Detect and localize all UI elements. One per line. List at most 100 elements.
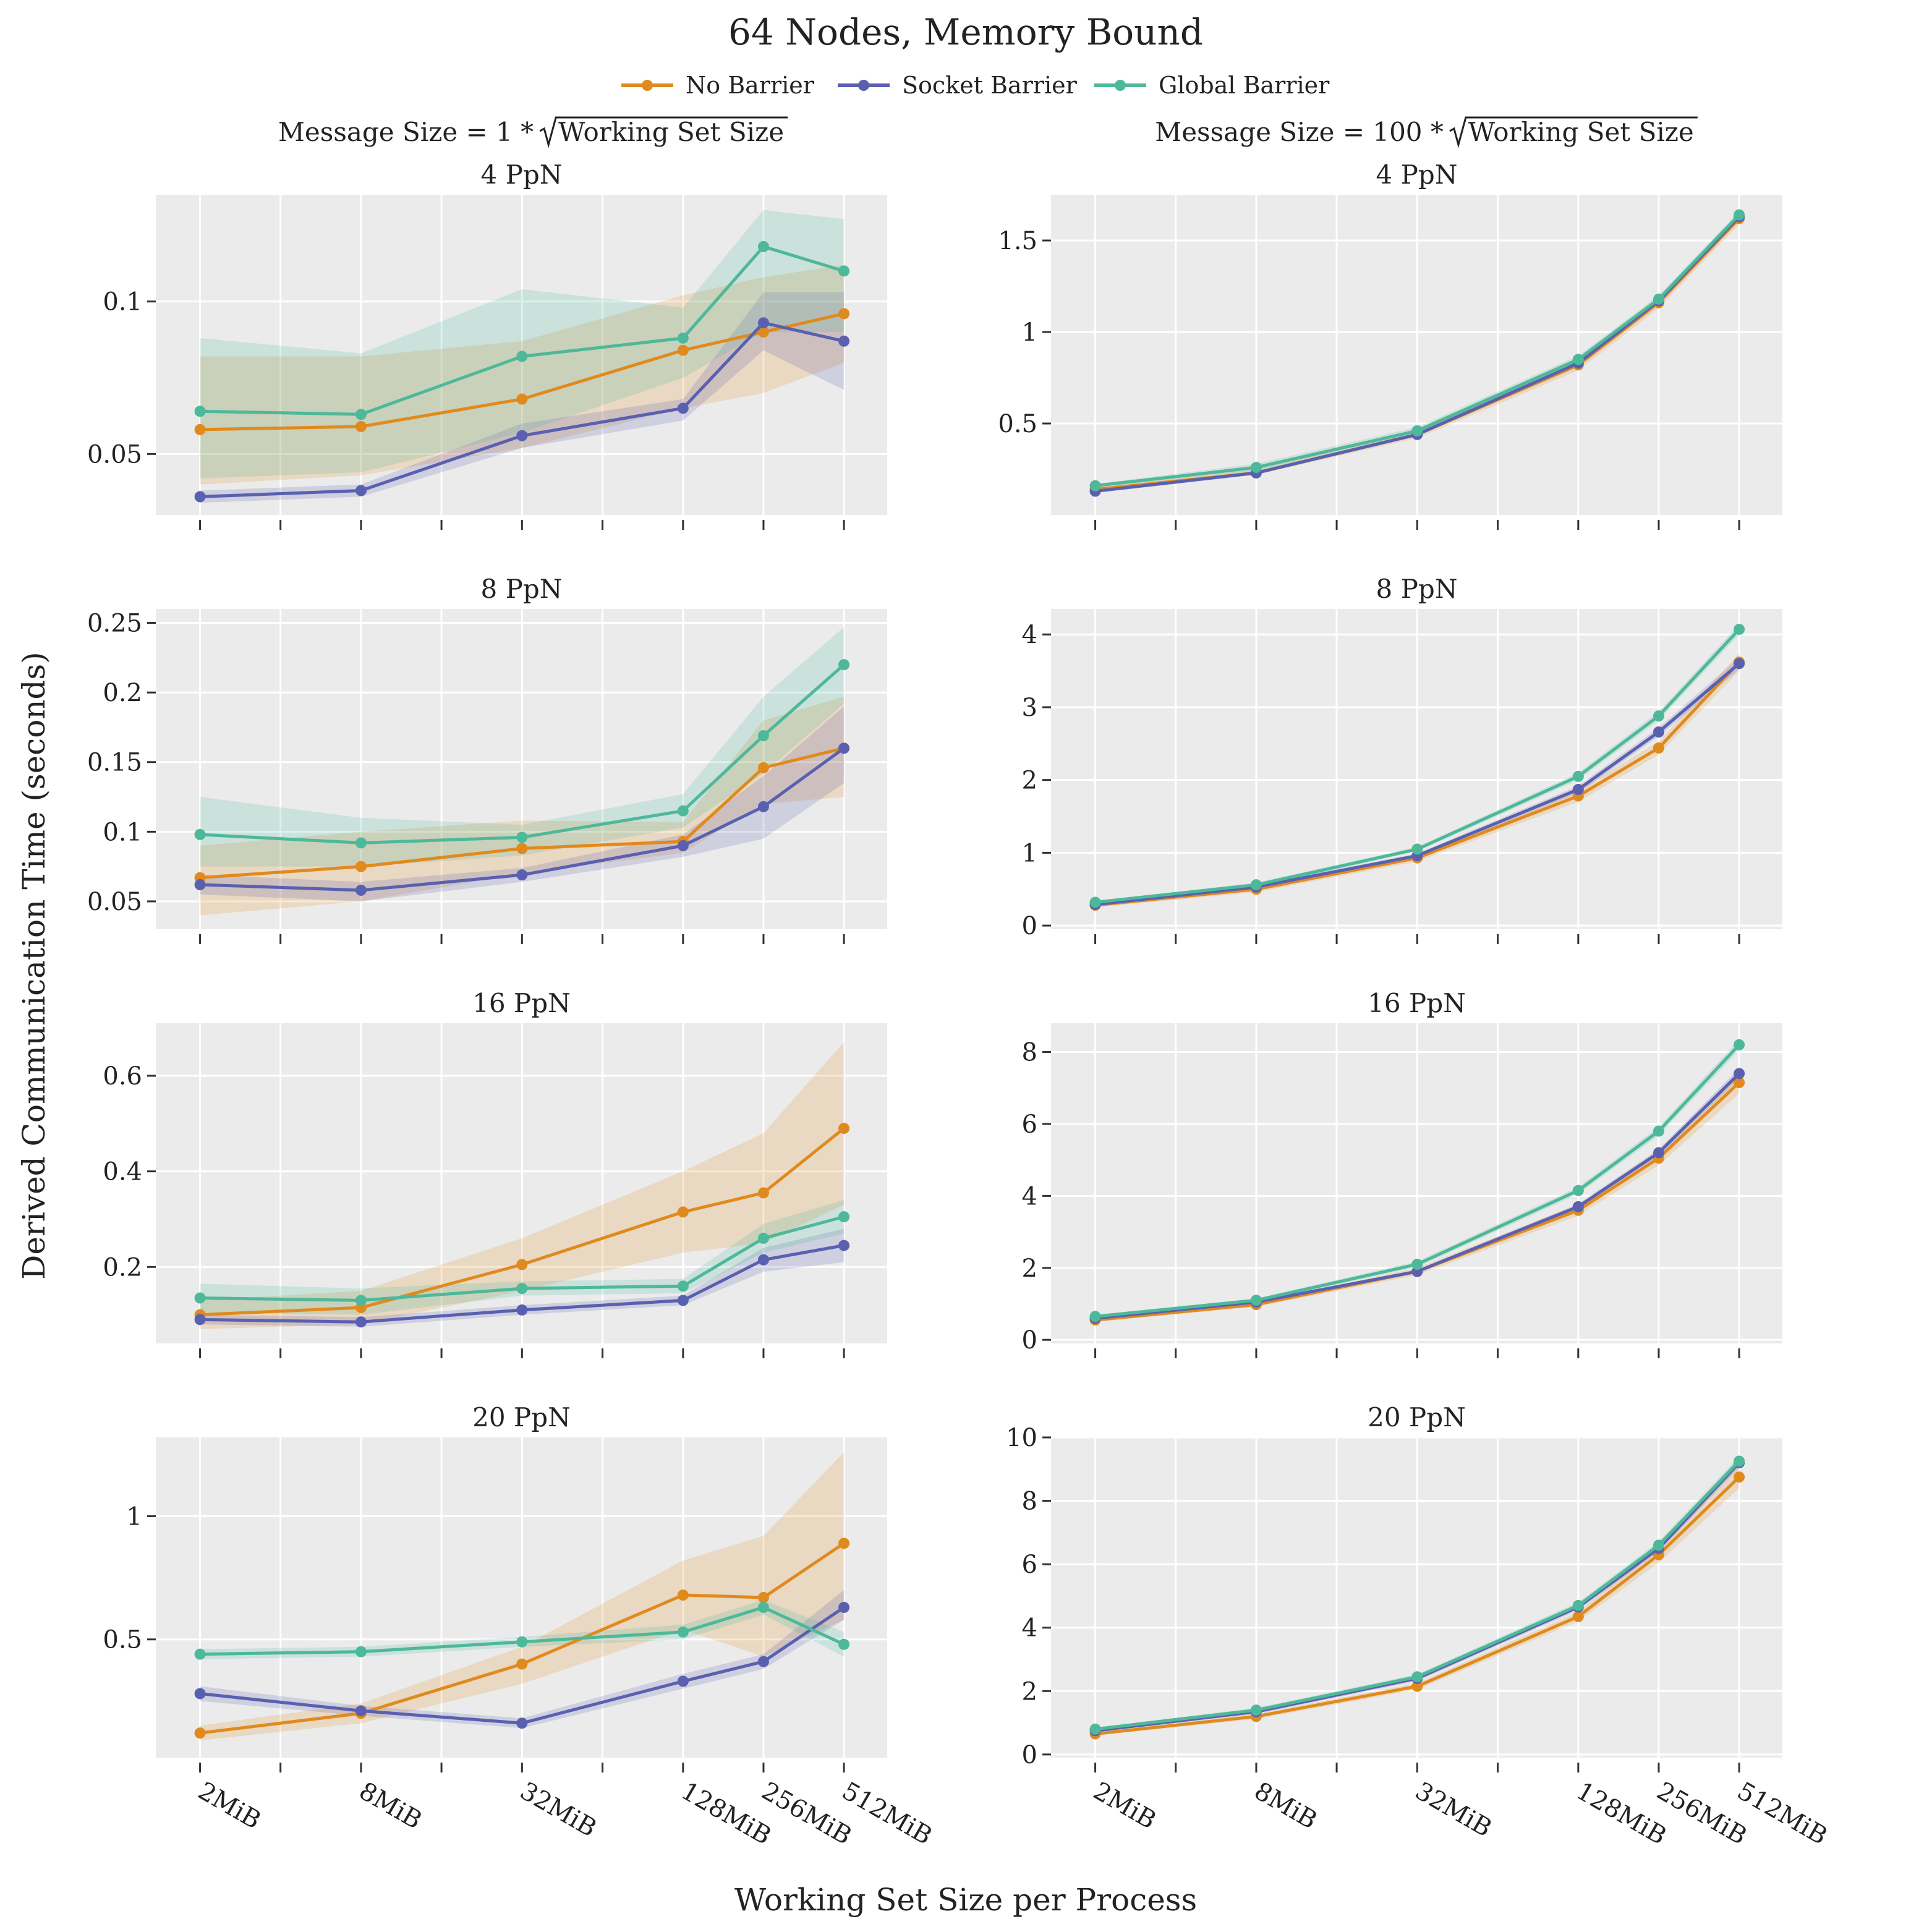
data-point — [516, 351, 528, 362]
data-point — [355, 1316, 367, 1328]
data-point — [1653, 1539, 1664, 1551]
data-point — [194, 1292, 206, 1304]
data-point — [838, 1240, 850, 1251]
subplot-title: 4 PpN — [1376, 160, 1458, 190]
data-point — [194, 1727, 206, 1739]
data-point — [516, 1259, 528, 1270]
data-point — [838, 743, 850, 754]
confidence-band — [200, 706, 845, 901]
data-point — [194, 1648, 206, 1660]
data-point — [1411, 425, 1423, 436]
y-tick-label: 6 — [1022, 1110, 1037, 1139]
data-point — [194, 1314, 206, 1326]
data-point — [1653, 1147, 1664, 1159]
data-point — [1250, 1295, 1262, 1306]
data-point — [1250, 879, 1262, 891]
data-point — [1734, 1471, 1745, 1483]
data-point — [516, 1636, 528, 1648]
x-tick-label: 512MiB — [837, 1777, 937, 1851]
data-point — [838, 1638, 850, 1650]
y-tick-label: 4 — [1022, 1182, 1037, 1211]
data-point — [194, 828, 206, 840]
legend-item: No Barrier — [621, 72, 815, 99]
sqrt-radical-sign — [539, 116, 788, 148]
x-tick-label: 32MiB — [515, 1777, 601, 1843]
series-line — [200, 1606, 845, 1725]
series-line — [1095, 628, 1740, 904]
data-point — [1572, 1599, 1584, 1611]
x-tick-label: 256MiB — [1652, 1777, 1751, 1851]
subplot: 0.05 0.1 4 PpN — [87, 160, 887, 530]
y-tick-label: 10 — [1006, 1424, 1037, 1452]
x-tick-label: 8MiB — [1249, 1777, 1322, 1835]
data-point — [516, 1304, 528, 1316]
data-point — [194, 491, 206, 503]
x-tick-label: 2MiB — [1089, 1777, 1161, 1835]
data-point — [757, 1232, 769, 1244]
y-tick-label: 8 — [1022, 1039, 1037, 1067]
data-point — [757, 801, 769, 812]
y-tick-label: 3 — [1022, 694, 1037, 722]
subplot-title: 16 PpN — [1368, 988, 1466, 1018]
data-point — [1411, 1671, 1423, 1683]
series-line — [200, 747, 845, 892]
x-tick-label: 512MiB — [1732, 1777, 1832, 1851]
series-line — [1095, 661, 1740, 907]
legend-item: Socket Barrier — [838, 72, 1078, 99]
y-tick-label: 4 — [1022, 1614, 1037, 1643]
series-line — [200, 1606, 845, 1656]
series-line — [200, 312, 845, 432]
data-point — [838, 1601, 850, 1613]
data-point — [1089, 1311, 1101, 1322]
figure-title: 64 Nodes, Memory Bound — [728, 11, 1203, 53]
data-point — [838, 1538, 850, 1549]
data-point — [677, 805, 689, 817]
subplot: 0 1 2 3 4 8 PpN — [1022, 574, 1782, 944]
data-point — [355, 1705, 367, 1717]
y-tick-label: 0 — [1022, 1326, 1037, 1355]
data-point — [1734, 1039, 1745, 1050]
data-point — [355, 837, 367, 849]
series-line — [1095, 213, 1740, 488]
y-tick-label: 0.1 — [103, 818, 142, 846]
data-point — [516, 1283, 528, 1295]
legend-marker — [1115, 80, 1126, 91]
column-header-prefix: Message Size = 100 * — [1155, 117, 1444, 147]
confidence-band — [200, 292, 845, 503]
data-point — [1411, 1258, 1423, 1270]
data-point — [838, 659, 850, 671]
x-tick-label: 128MiB — [676, 1777, 776, 1851]
data-point — [1653, 710, 1664, 722]
data-point — [1411, 843, 1423, 855]
data-point — [194, 1688, 206, 1700]
data-point — [1572, 1611, 1584, 1622]
series-line — [200, 663, 845, 845]
data-point — [1572, 354, 1584, 365]
data-point — [677, 1626, 689, 1638]
legend-item: Global Barrier — [1094, 72, 1330, 99]
confidence-band — [200, 696, 845, 916]
data-point — [1572, 770, 1584, 782]
series-line — [1095, 1476, 1740, 1736]
y-tick-label: 1.5 — [998, 227, 1037, 255]
subplot-title: 4 PpN — [481, 160, 563, 190]
x-tick-label: 8MiB — [354, 1777, 427, 1835]
series-line — [200, 746, 845, 880]
y-tick-label: 0.5 — [103, 1626, 142, 1654]
subplot-title: 16 PpN — [472, 988, 571, 1018]
data-point — [838, 265, 850, 277]
data-point — [1572, 783, 1584, 795]
series-line — [200, 1542, 845, 1735]
legend-marker — [642, 80, 653, 91]
legend-marker — [858, 80, 869, 91]
data-point — [757, 1254, 769, 1266]
y-tick-label: 1 — [1022, 318, 1037, 347]
x-tick-label: 256MiB — [757, 1777, 856, 1851]
y-tick-label: 2 — [1022, 1254, 1037, 1283]
data-point — [757, 240, 769, 252]
data-point — [757, 317, 769, 329]
legend-label: Socket Barrier — [902, 72, 1078, 99]
